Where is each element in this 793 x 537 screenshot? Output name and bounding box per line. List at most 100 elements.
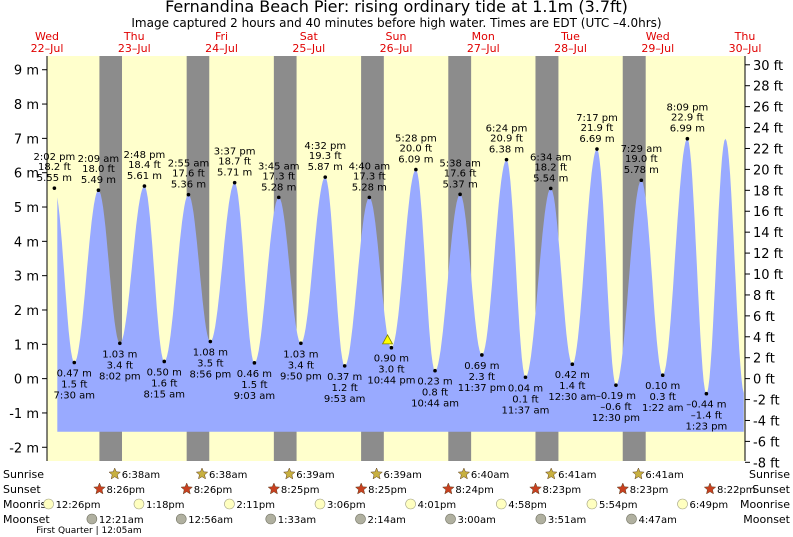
low-tide-m: 0.10 m (645, 381, 680, 392)
low-tide-point (72, 360, 77, 365)
moonset-icon (175, 513, 187, 525)
day-date: 25–Jul (292, 42, 325, 55)
moonrise-icon (133, 498, 145, 510)
day-date: 27–Jul (467, 42, 500, 55)
high-tide-m: 5.55 m (37, 173, 72, 184)
moonrise-icon (677, 498, 688, 510)
moonrise-icon (586, 498, 598, 510)
moonrise-time: 2:11pm (236, 500, 275, 511)
moonrise-icon (496, 498, 507, 510)
moonrise-icon (224, 498, 235, 510)
y-tick-label-ft: 18 ft (753, 184, 783, 199)
day-name: Sat (300, 30, 319, 43)
y-tick-label-ft: -4 ft (753, 414, 780, 429)
sunset-time: 8:23pm (630, 485, 669, 496)
high-tide-ft: 21.9 ft (581, 123, 614, 134)
day-name: Thu (123, 30, 145, 43)
high-tide-m: 5.87 m (308, 162, 343, 173)
low-tide-point (299, 341, 303, 346)
current-tide-marker (381, 334, 394, 345)
high-tide-point (276, 195, 281, 200)
high-tide-m: 5.37 m (443, 179, 478, 190)
y-tick-label-ft: 10 ft (753, 268, 783, 283)
sunset-icon (616, 482, 630, 495)
low-tide-m: 0.42 m (555, 370, 590, 381)
low-tide-point (660, 373, 665, 377)
moonset-time: 2:14am (367, 515, 405, 526)
sunset-icon (703, 482, 717, 495)
low-tide-time: 1:23 pm (686, 422, 728, 433)
day-date: 23–Jul (118, 42, 151, 55)
high-tide-point (548, 186, 553, 191)
day-name: Wed (646, 30, 670, 43)
low-tide-m: 0.90 m (374, 354, 409, 365)
low-tide-point (704, 391, 709, 396)
y-tick-label-m: 3 m (14, 270, 39, 285)
high-tide-m: 5.49 m (81, 175, 116, 186)
moonrise-time: 6:49pm (690, 500, 729, 511)
day-name: Sun (386, 30, 407, 43)
low-tide-ft: 0.1 ft (512, 394, 538, 405)
high-tide-time: 8:09 pm (667, 103, 709, 114)
low-tide-point (480, 353, 484, 357)
high-tide-m: 5.54 m (533, 173, 568, 184)
sunrise-icon (370, 467, 383, 480)
low-tide-ft: 2.3 ft (469, 372, 495, 383)
moonrise-time: 12:26pm (56, 500, 101, 511)
day-date: 24–Jul (205, 42, 238, 55)
high-tide-ft: 17.6 ft (172, 169, 205, 180)
y-tick-label-ft: 24 ft (753, 122, 783, 137)
y-tick-label-m: 5 m (14, 201, 39, 216)
moonset-icon (265, 513, 277, 525)
astro-row-label-right: Sunset (752, 483, 790, 496)
low-tide-m: –0.19 m (596, 391, 636, 402)
low-tide-point (523, 375, 528, 380)
sunrise-time: 6:40am (471, 470, 509, 481)
low-tide-time: 12:30 am (548, 392, 596, 403)
moonset-icon (355, 513, 366, 525)
moonset-icon (535, 513, 547, 525)
low-tide-m: 0.69 m (464, 361, 499, 372)
y-tick-label-m: 1 m (14, 338, 39, 353)
high-tide-time: 7:17 pm (576, 113, 618, 124)
sunrise-icon (632, 467, 645, 480)
high-tide-time: 5:28 pm (395, 134, 437, 145)
moonrise-time: 4:58pm (508, 500, 547, 511)
chart-subtitle: Image captured 2 hours and 40 minutes be… (131, 16, 662, 30)
day-date: 26–Jul (380, 42, 413, 55)
sunrise-time: 6:41am (558, 470, 596, 481)
high-tide-point (232, 180, 237, 185)
moonrise-icon (43, 498, 54, 510)
high-tide-time: 7:29 am (621, 144, 663, 155)
low-tide-ft: –1.4 ft (691, 411, 722, 422)
high-tide-point (323, 175, 328, 179)
day-name: Thu (734, 30, 756, 43)
high-tide-point (639, 178, 644, 183)
low-tide-m: 0.23 m (417, 377, 452, 388)
sunset-icon (441, 482, 455, 495)
high-tide-point (367, 195, 372, 200)
low-tide-point (614, 383, 618, 387)
moonset-icon (445, 513, 456, 525)
sunset-icon (267, 482, 281, 495)
sunrise-time: 6:39am (384, 470, 422, 481)
sunrise-icon (457, 467, 471, 480)
astro-row-label-right: Moonset (743, 513, 790, 526)
high-tide-m: 5.28 m (352, 182, 387, 193)
y-tick-label-ft: 4 ft (753, 331, 775, 346)
low-tide-time: 1:22 am (642, 403, 684, 414)
moonrise-icon (314, 498, 326, 510)
moonset-icon (626, 513, 637, 525)
low-tide-time: 8:15 am (143, 389, 185, 400)
low-tide-point (389, 345, 394, 350)
sunset-time: 8:25pm (368, 485, 407, 496)
low-tide-point (570, 362, 575, 367)
high-tide-point (458, 192, 462, 197)
high-tide-time: 5:38 am (439, 158, 481, 169)
high-tide-point (414, 167, 418, 172)
low-tide-m: 0.04 m (508, 383, 543, 394)
day-name: Fri (215, 30, 228, 43)
low-tide-ft: 1.5 ft (61, 379, 87, 390)
high-tide-ft: 17.3 ft (262, 171, 295, 182)
y-tick-label-ft: 14 ft (753, 226, 783, 241)
